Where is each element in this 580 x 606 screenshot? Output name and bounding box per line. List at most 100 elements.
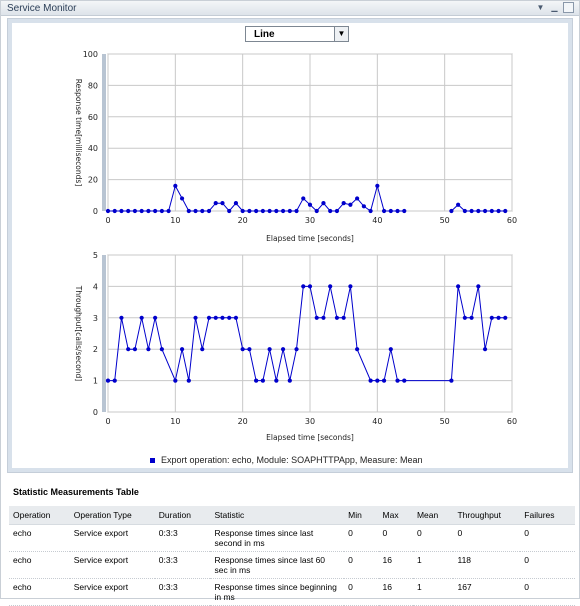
x-tick-label: 40	[372, 417, 382, 426]
table-header-cell: Throughput	[453, 506, 521, 525]
table-cell: 0:3:3	[154, 524, 211, 552]
data-point	[489, 315, 494, 320]
maximize-icon[interactable]	[563, 2, 574, 13]
data-point	[456, 284, 461, 289]
minimize-icon[interactable]: ▁	[551, 3, 558, 12]
x-tick-label: 60	[507, 417, 517, 426]
data-point	[126, 208, 131, 214]
data-point	[503, 208, 508, 214]
data-point	[395, 378, 400, 383]
data-point	[280, 347, 286, 352]
table-cell: 16	[378, 578, 413, 606]
data-point	[126, 347, 131, 352]
y-tick-label: 0	[93, 207, 98, 216]
data-point	[227, 315, 232, 320]
data-point	[321, 201, 326, 206]
data-point	[489, 208, 494, 214]
y-tick-label: 2	[93, 345, 98, 354]
data-point	[341, 201, 346, 206]
data-point	[213, 201, 218, 206]
x-tick-label: 0	[105, 216, 110, 225]
data-point	[153, 208, 158, 214]
data-point	[112, 378, 117, 383]
data-point	[402, 378, 407, 383]
y-tick-label: 5	[93, 251, 98, 260]
data-point	[341, 315, 346, 320]
table-cell: echo	[9, 551, 70, 579]
data-point	[153, 315, 158, 320]
data-point	[240, 347, 245, 352]
table-cell: Service export	[69, 551, 155, 579]
data-point	[159, 208, 164, 214]
y-axis-bar	[102, 54, 106, 211]
data-point	[254, 208, 259, 214]
table-cell: Response times since last second in ms	[210, 524, 345, 552]
data-point	[132, 347, 138, 352]
chevron-down-icon[interactable]: ▼	[334, 27, 348, 41]
data-point	[260, 378, 265, 383]
portlet-titlebar: Service Monitor ▼ ▁	[1, 1, 579, 16]
table-cell: 0	[344, 551, 379, 579]
data-point	[334, 315, 340, 320]
table-cell: 0	[344, 524, 379, 552]
data-point	[287, 378, 292, 383]
data-point	[314, 315, 319, 320]
table-cell: 0	[378, 524, 413, 552]
data-point	[173, 378, 178, 383]
data-point	[173, 183, 178, 188]
table-cell: 167	[453, 578, 521, 606]
table-row: echo Service export 0:3:3 Response times si…	[9, 551, 575, 579]
data-point	[321, 315, 326, 320]
table-cell: Response times since beginning in ms	[210, 578, 345, 606]
chart-panel: Line ▼ 0 10 20 30 40 50 60 0 20 40 60 80 100 Elapsed …	[7, 18, 573, 473]
data-point	[260, 208, 265, 214]
data-point	[105, 378, 111, 383]
data-point	[388, 208, 393, 214]
data-point	[213, 315, 218, 320]
data-point	[301, 284, 306, 289]
data-point	[179, 196, 185, 201]
data-point	[482, 208, 488, 214]
y-tick-label: 0	[93, 408, 98, 417]
data-point	[462, 208, 467, 214]
data-point	[361, 204, 366, 209]
data-point	[166, 208, 171, 214]
data-point	[227, 208, 232, 214]
x-tick-label: 50	[440, 417, 450, 426]
table-header-cell: Max	[378, 506, 413, 525]
table-cell: 0	[412, 524, 454, 552]
y-tick-label: 4	[93, 282, 98, 291]
x-tick-label: 50	[440, 216, 450, 225]
data-point	[119, 315, 124, 320]
data-point	[240, 208, 245, 214]
table-header-cell: Min	[344, 506, 379, 525]
x-axis-label: Elapsed time [seconds]	[266, 433, 354, 442]
data-point	[381, 208, 387, 214]
data-point	[482, 347, 488, 352]
y-axis-bar	[102, 255, 106, 412]
table-cell: 0	[520, 524, 575, 552]
data-point	[294, 347, 299, 352]
x-tick-label: 20	[238, 417, 248, 426]
table-header-row: Operation Operation Type Duration Statistic…	[9, 506, 575, 525]
data-point	[355, 196, 360, 201]
table-cell: 0	[520, 578, 575, 606]
data-point	[348, 202, 353, 207]
y-axis-label: Throughput[calls/second]	[74, 285, 83, 382]
y-tick-label: 1	[93, 377, 98, 386]
data-point	[328, 284, 333, 289]
titlebar-controls: ▼ ▁	[535, 2, 574, 13]
y-tick-label: 60	[88, 113, 98, 122]
data-point	[294, 208, 299, 214]
table-cell: Service export	[69, 578, 155, 606]
data-point	[233, 201, 239, 206]
data-point	[200, 208, 205, 214]
chevron-down-icon[interactable]: ▼	[536, 3, 545, 12]
chart-type-select[interactable]: Line ▼	[245, 26, 349, 42]
x-tick-label: 30	[305, 216, 315, 225]
data-point	[469, 315, 474, 320]
data-point	[280, 208, 286, 214]
x-tick-label: 40	[372, 216, 382, 225]
data-point	[375, 378, 380, 383]
